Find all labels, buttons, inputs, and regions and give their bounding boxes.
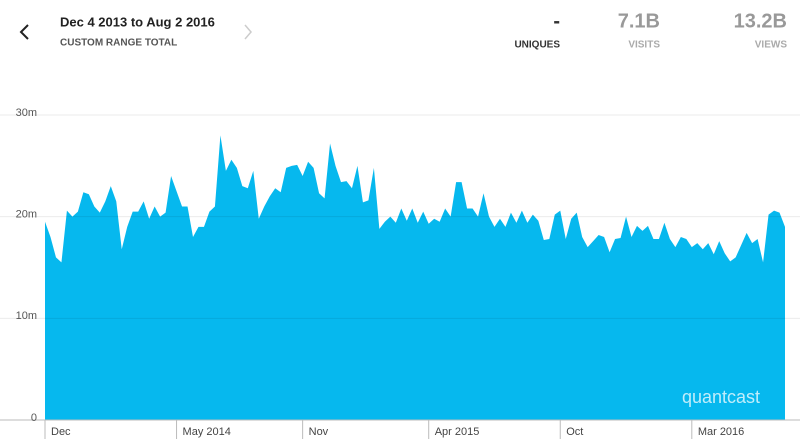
watermark: quantcast bbox=[682, 387, 760, 407]
stat-label: VIEWS bbox=[755, 40, 788, 51]
y-tick-label: 30m bbox=[16, 107, 37, 119]
range-subtitle: CUSTOM RANGE TOTAL bbox=[60, 38, 177, 49]
back-arrow[interactable] bbox=[19, 24, 29, 40]
forward-arrow[interactable] bbox=[244, 24, 252, 40]
area bbox=[45, 135, 785, 420]
stat-value: 13.2B bbox=[734, 10, 787, 32]
chart: 0 10m 20m 30m Dec May 2014 Nov Apr 2015 Oct Mar 2… bbox=[0, 107, 800, 439]
range-title: Dec 4 2013 to Aug 2 2016 bbox=[60, 14, 215, 29]
x-tick-label: Dec bbox=[51, 426, 71, 438]
stat-label: UNIQUES bbox=[514, 40, 560, 51]
y-tick-label: 10m bbox=[16, 310, 37, 322]
y-tick-label: 20m bbox=[16, 209, 37, 221]
stat-value: 7.1B bbox=[618, 10, 660, 32]
x-tick-label: Mar 2016 bbox=[698, 426, 744, 438]
x-tick-label: Apr 2015 bbox=[435, 426, 480, 438]
x-tick-label: Oct bbox=[566, 426, 583, 438]
y-tick-label: 0 bbox=[31, 412, 37, 424]
stat-label: VISITS bbox=[628, 40, 660, 51]
x-tick-label: Nov bbox=[309, 426, 329, 438]
x-tick-label: May 2014 bbox=[183, 426, 231, 438]
stat-value: - bbox=[553, 10, 560, 32]
